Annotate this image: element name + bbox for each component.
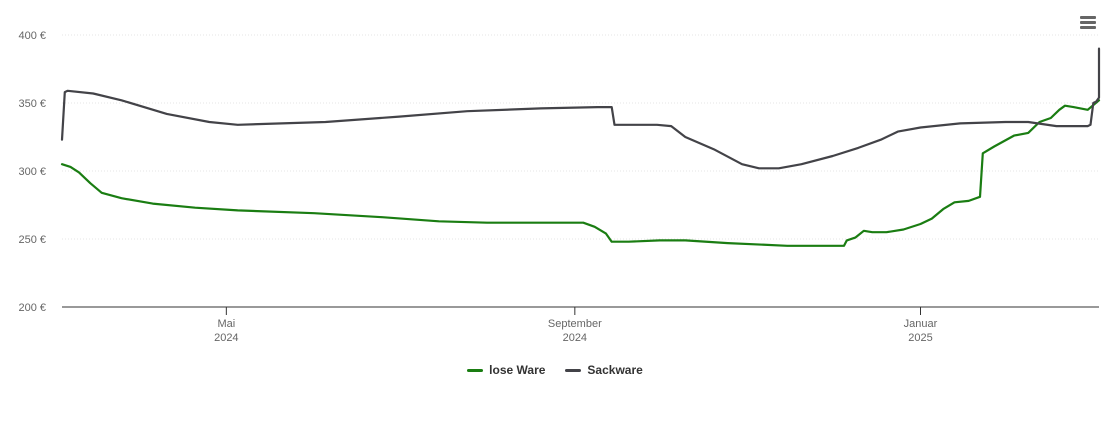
legend-swatch [467,368,484,372]
y-axis-tick-labels: 400 € 350 € 300 € 250 € 200 € [18,30,46,314]
series-line-lose-ware[interactable] [60,99,1101,247]
x-tick-label: September [548,318,602,330]
hamburger-menu-icon-bar [1080,26,1096,29]
price-line-chart: 400 € 350 € 300 € 250 € 200 € Mai 2024 Septemb… [18,30,1101,344]
x-tick-label: Mai [217,318,235,330]
legend-item-sackware[interactable]: Sackware [565,363,643,377]
legend-item-lose-ware[interactable]: lose Ware [467,363,545,377]
hamburger-menu-icon [1080,16,1096,19]
y-tick-label: 200 € [18,302,46,314]
x-axis-ticks: Mai 2024 September 2024 Januar 2025 [214,307,938,344]
y-tick-label: 400 € [18,30,46,42]
y-tick-label: 300 € [18,166,46,178]
hamburger-menu-icon-bar [1080,21,1096,24]
y-tick-label: 250 € [18,234,46,246]
legend-swatch [565,368,582,372]
chart-legend: lose Ware Sackware [0,363,1110,377]
chart-menu-button[interactable] [1074,10,1102,34]
legend-label: Sackware [587,363,643,377]
x-tick-sublabel: 2025 [908,332,932,344]
grid-lines [62,34,1099,308]
legend-label: lose Ware [489,363,546,377]
x-tick-sublabel: 2024 [214,332,238,344]
y-tick-label: 350 € [18,98,46,110]
x-tick-label: Januar [904,318,938,330]
series-line-sackware[interactable] [60,47,1101,170]
series-lines [60,47,1101,247]
x-tick-sublabel: 2024 [563,332,587,344]
